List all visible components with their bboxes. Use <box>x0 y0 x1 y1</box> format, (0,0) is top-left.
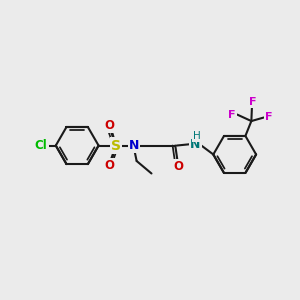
Text: N: N <box>190 138 201 151</box>
Text: O: O <box>105 159 115 172</box>
Text: F: F <box>265 112 273 122</box>
Text: S: S <box>111 139 121 152</box>
Text: H: H <box>193 131 201 141</box>
Text: F: F <box>249 97 256 107</box>
Text: F: F <box>228 110 236 119</box>
Text: Cl: Cl <box>35 139 48 152</box>
Text: N: N <box>129 139 140 152</box>
Text: O: O <box>173 160 184 173</box>
Text: O: O <box>105 119 115 132</box>
